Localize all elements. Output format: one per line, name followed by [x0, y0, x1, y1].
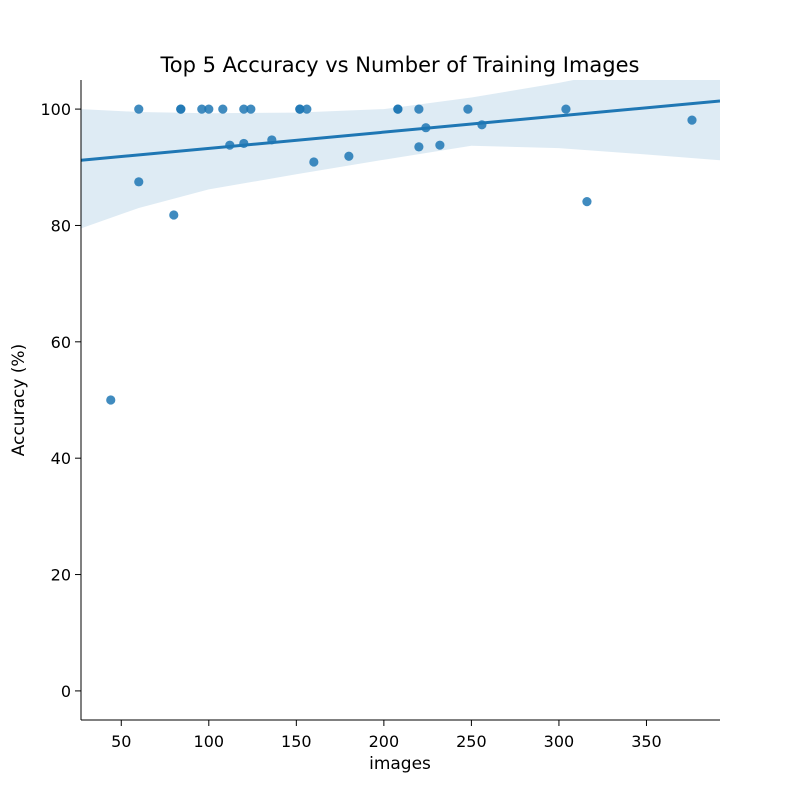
x-tick-label: 150	[281, 732, 312, 751]
data-point	[134, 104, 144, 114]
confidence-band	[81, 80, 720, 229]
x-tick-label: 100	[194, 732, 225, 751]
data-point	[197, 104, 207, 114]
y-tick-label: 20	[51, 566, 71, 585]
data-point	[477, 120, 487, 130]
chart-title: Top 5 Accuracy vs Number of Training Ima…	[160, 53, 640, 77]
data-point	[239, 138, 249, 149]
data-point	[561, 104, 571, 114]
y-tick-label: 80	[51, 216, 71, 235]
y-tick-label: 60	[51, 333, 71, 352]
data-point	[435, 140, 445, 150]
data-point	[582, 197, 592, 207]
data-point	[239, 104, 249, 114]
data-point	[302, 104, 312, 114]
data-point	[225, 140, 235, 150]
data-point	[218, 104, 228, 114]
data-point	[169, 210, 179, 220]
data-point	[414, 104, 424, 114]
data-point	[421, 123, 431, 133]
data-point	[106, 395, 116, 405]
regression-line	[81, 99, 720, 162]
data-point	[267, 135, 277, 145]
y-tick-label: 40	[51, 449, 71, 468]
data-point	[134, 177, 144, 187]
x-tick-label: 300	[544, 732, 575, 751]
data-point	[204, 104, 214, 114]
data-point	[295, 104, 305, 114]
x-axis-title: images	[369, 754, 431, 774]
y-tick-label: 0	[61, 682, 71, 701]
data-point	[309, 157, 319, 167]
data-point	[344, 151, 354, 161]
data-point	[176, 104, 186, 114]
x-tick-label: 250	[456, 732, 487, 751]
data-point	[463, 104, 473, 114]
data-point	[687, 115, 697, 125]
y-axis-title: Accuracy (%)	[9, 344, 29, 456]
y-tick-label: 100	[40, 100, 71, 119]
x-tick-label: 50	[111, 732, 131, 751]
data-point	[393, 104, 403, 114]
data-point	[414, 142, 424, 152]
data-point	[246, 104, 256, 114]
x-tick-label: 200	[369, 732, 400, 751]
x-tick-label: 350	[631, 732, 662, 751]
